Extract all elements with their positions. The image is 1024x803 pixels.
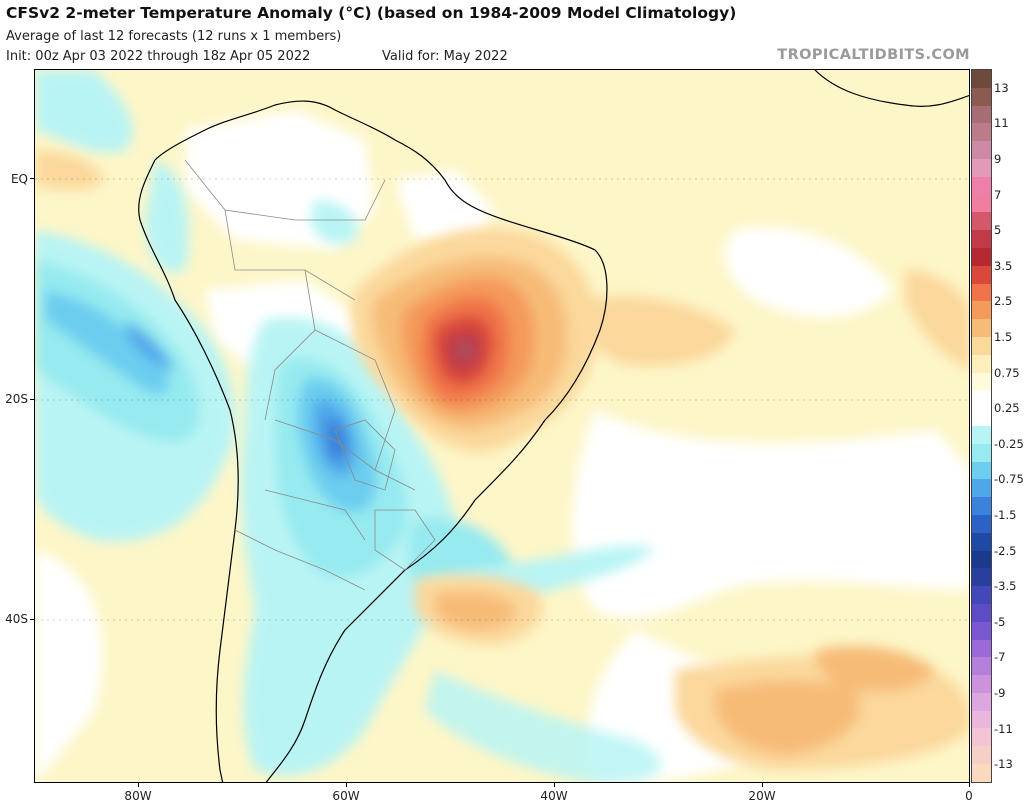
colorbar-swatch (972, 657, 991, 676)
coastlines (138, 70, 969, 782)
lat-label-40s: 40S (5, 612, 28, 626)
colorbar-label: 1.5 (994, 330, 1013, 344)
colorbar-swatch (972, 212, 991, 231)
lon-label-60w: 60W (332, 789, 360, 803)
colorbar-label: 0.75 (994, 365, 1020, 380)
colorbar-label: 9 (994, 152, 1002, 166)
colorbar-label: -1.5 (994, 508, 1017, 522)
colorbar-swatch (972, 194, 991, 213)
colorbar-swatch (972, 354, 991, 373)
graticule (35, 178, 969, 621)
colorbar-swatch (972, 176, 991, 195)
colorbar (971, 69, 992, 783)
colorbar-label: 13 (994, 80, 1009, 95)
lon-label-0: 0 (965, 789, 973, 803)
colorbar-label: 2.5 (994, 294, 1013, 309)
colorbar-label: -0.75 (994, 472, 1024, 487)
map-panel[interactable] (34, 69, 970, 783)
init-time-label: Init: 00z Apr 03 2022 through 18z Apr 05… (6, 49, 311, 64)
colorbar-swatch (972, 728, 991, 747)
colorbar-swatch (972, 497, 991, 515)
lon-tick-40w (554, 783, 555, 787)
colorbar-swatch (972, 70, 991, 88)
colorbar-swatch (972, 390, 991, 409)
colorbar-label: -2.5 (994, 543, 1017, 558)
colorbar-label: 11 (994, 116, 1009, 131)
colorbar-label: -5 (994, 614, 1006, 629)
colorbar-swatch (972, 746, 991, 765)
valid-time-label: Valid for: May 2022 (382, 49, 508, 64)
colorbar-swatch (972, 443, 991, 462)
colorbar-label: -11 (994, 721, 1013, 736)
colorbar-swatch (972, 247, 991, 266)
colorbar-label: 3.5 (994, 258, 1013, 273)
colorbar-swatch (972, 639, 991, 658)
lat-tick-20s (30, 399, 34, 400)
colorbar-label: -7 (994, 650, 1006, 665)
lat-tick-eq (30, 178, 34, 179)
colorbar-label: 7 (994, 187, 1002, 202)
colorbar-label: 5 (994, 223, 1002, 238)
anomaly-map (35, 70, 969, 782)
lon-tick-0 (969, 783, 970, 787)
colorbar-label: -9 (994, 686, 1006, 700)
site-watermark: TROPICALTIDBITS.COM (777, 47, 970, 63)
colorbar-swatch (972, 265, 991, 284)
warm-anomalies (35, 150, 969, 770)
colorbar-swatch (972, 105, 991, 124)
colorbar-label: -0.25 (994, 436, 1024, 451)
colorbar-swatch (972, 283, 991, 302)
chart-subtitle: Average of last 12 forecasts (12 runs x … (6, 29, 342, 44)
chart-title: CFSv2 2-meter Temperature Anomaly (°C) (… (6, 4, 737, 22)
colorbar-swatch (972, 123, 991, 142)
colorbar-swatch (972, 603, 991, 622)
lon-tick-60w (346, 783, 347, 787)
colorbar-swatch (972, 710, 991, 729)
colorbar-swatch (972, 692, 991, 711)
lat-label-20s: 20S (5, 392, 28, 406)
lon-label-40w: 40W (540, 789, 568, 803)
lon-tick-80w (138, 783, 139, 787)
colorbar-swatch (972, 408, 991, 426)
colorbar-swatch (972, 301, 991, 320)
colorbar-swatch (972, 158, 991, 177)
colorbar-swatch (972, 675, 991, 693)
colorbar-swatch (972, 230, 991, 248)
lat-label-eq: EQ (10, 172, 28, 186)
colorbar-swatch (972, 568, 991, 587)
colorbar-swatch (972, 425, 991, 444)
colorbar-swatch (972, 550, 991, 569)
colorbar-swatch (972, 141, 991, 159)
colorbar-label: 0.25 (994, 401, 1020, 416)
colorbar-swatch (972, 336, 991, 355)
colorbar-swatch (972, 479, 991, 498)
colorbar-swatch (972, 372, 991, 391)
colorbar-swatch (972, 319, 991, 337)
colorbar-swatch (972, 586, 991, 604)
colorbar-swatch (972, 461, 991, 480)
colorbar-swatch (972, 532, 991, 551)
colorbar-label: -3.5 (994, 579, 1017, 594)
colorbar-swatch (972, 514, 991, 533)
lat-tick-40s (30, 619, 34, 620)
colorbar-swatch (972, 621, 991, 640)
lon-label-80w: 80W (124, 789, 152, 803)
colorbar-swatch (972, 87, 991, 106)
country-borders (184, 159, 436, 591)
colorbar-swatch (972, 764, 991, 782)
colorbar-label: -13 (994, 757, 1013, 772)
lon-tick-20w (762, 783, 763, 787)
lon-label-20w: 20W (748, 789, 776, 803)
